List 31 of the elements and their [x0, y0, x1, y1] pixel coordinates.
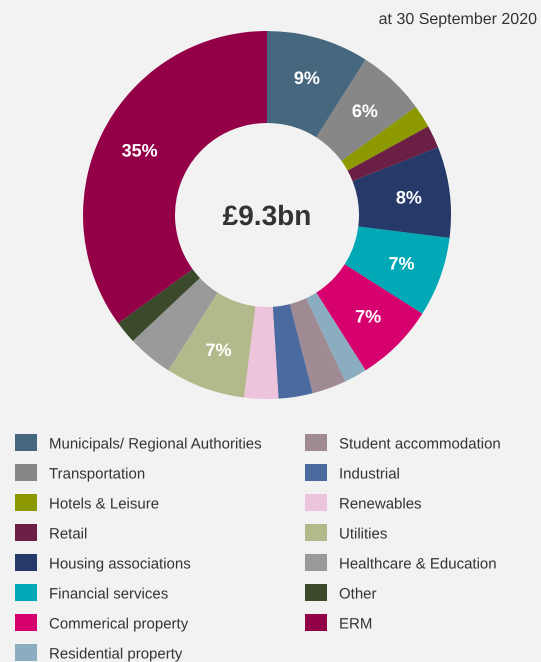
legend-label: Hotels & Leisure: [49, 495, 160, 512]
data-label: 35%: [122, 140, 158, 160]
legend-label: ERM: [339, 615, 372, 632]
text: £9.3bn: [222, 200, 312, 231]
donut-slice: [244, 306, 279, 399]
data-label: 7%: [355, 306, 382, 326]
legend-label: Municipals/ Regional Authorities: [49, 435, 262, 452]
donut-slice: [348, 126, 438, 182]
legend-label: Housing associations: [49, 555, 191, 572]
donut-slice: [290, 298, 346, 394]
chart-subtitle: at 30 September 2020: [378, 11, 538, 28]
data-label: 8%: [396, 187, 422, 208]
data-label: 6%: [352, 101, 378, 122]
data-label: 7%: [206, 340, 232, 360]
donut-slice: [272, 304, 313, 399]
legend-label: Residential property: [49, 645, 183, 662]
legend-label: Other: [339, 585, 377, 602]
legend-label: Student accommodation: [339, 435, 501, 452]
legend-label: Transportation: [49, 465, 146, 482]
donut-slice: [118, 269, 200, 341]
data-label: 9%: [294, 68, 320, 88]
legend-label: Renewables: [339, 495, 422, 512]
legend-label: Utilities: [339, 525, 388, 542]
legend-label: Healthcare & Education: [339, 555, 497, 572]
legend-label: Industrial: [339, 465, 400, 482]
donut-slice: [168, 292, 256, 398]
legend-label: Commerical property: [49, 615, 189, 632]
data-label: 7%: [388, 254, 415, 274]
legend-label: Retail: [49, 525, 88, 542]
donut-slice: [352, 147, 451, 238]
legend-label: Financial services: [49, 585, 168, 602]
